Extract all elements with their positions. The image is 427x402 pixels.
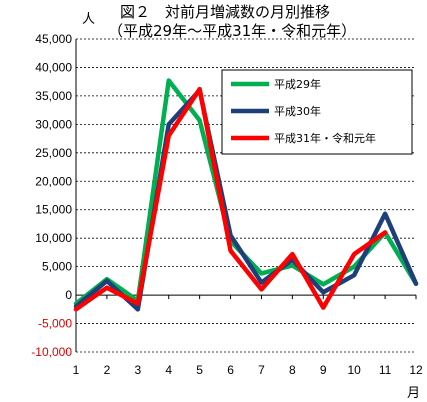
legend-label: 平成29年 — [274, 77, 321, 91]
x-tick-label: 2 — [104, 363, 111, 377]
x-tick-label: 8 — [289, 363, 296, 377]
x-tick-label: 1 — [73, 363, 80, 377]
x-tick-labels: 1 2 3 4 5 6 7 8 9 10 11 12 — [73, 363, 423, 377]
x-tick-label: 10 — [348, 363, 362, 377]
x-axis-unit-label: 月 — [407, 386, 420, 401]
legend-label: 平成30年 — [274, 104, 321, 118]
y-tick-labels: -10,000 -5,000 0 5,000 10,000 15,000 20,000 25,… — [31, 32, 72, 359]
y-tick-label: 45,000 — [35, 32, 72, 46]
chart-subtitle: （平成29年～平成31年・令和元年） — [108, 22, 356, 40]
y-axis-unit-label: 人 — [82, 12, 95, 27]
series-line-3 — [73, 86, 388, 312]
y-tick-label: 5,000 — [42, 260, 72, 274]
x-tick-label: 3 — [134, 363, 141, 377]
x-tick-label: 7 — [258, 363, 265, 377]
y-tick-label: 20,000 — [35, 174, 72, 188]
x-tick-label: 11 — [379, 363, 392, 377]
x-tick-label: 6 — [227, 363, 234, 377]
y-tick-label: 25,000 — [35, 146, 72, 160]
y-tick-label: 10,000 — [35, 231, 72, 245]
x-tick-label: 12 — [409, 363, 423, 377]
chart-title: 図２ 対前月増減数の月別推移 — [120, 3, 330, 21]
x-tick-label: 4 — [165, 363, 172, 377]
series-lines — [73, 78, 419, 312]
x-tick-label: 5 — [196, 363, 203, 377]
y-tick-label: 35,000 — [35, 89, 72, 103]
x-tick-label: 9 — [320, 363, 327, 377]
legend-label: 平成31年・令和元年 — [274, 131, 376, 145]
y-tick-label: 30,000 — [35, 117, 72, 131]
y-tick-label: 15,000 — [35, 203, 72, 217]
y-tick-label: 0 — [65, 288, 72, 302]
y-tick-label: 40,000 — [35, 60, 72, 74]
y-tick-label: -5,000 — [38, 317, 72, 331]
series-line-2 — [73, 87, 419, 312]
y-tick-label: -10,000 — [31, 345, 72, 359]
